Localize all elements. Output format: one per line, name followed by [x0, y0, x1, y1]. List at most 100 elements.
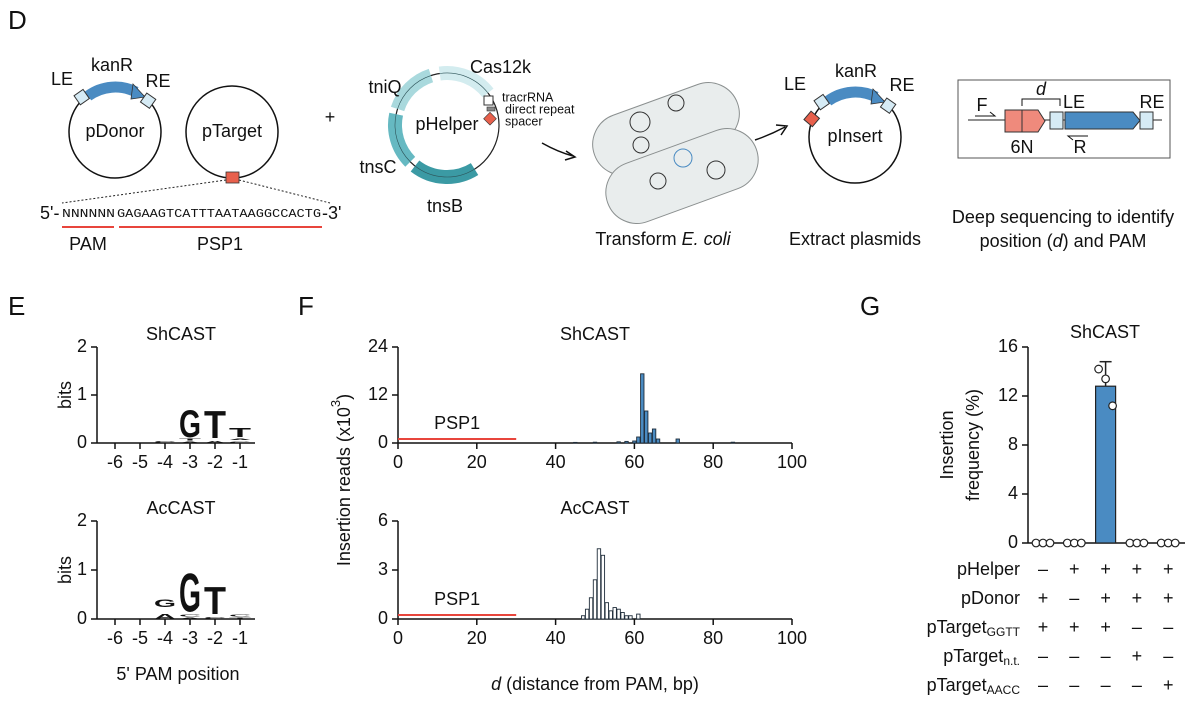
bar [644, 410, 649, 444]
caption-part: ) and PAM [1063, 231, 1147, 251]
x-tick-label: 0 [393, 452, 403, 472]
condition-sign: – [1069, 646, 1079, 666]
x-tick-label: 40 [546, 628, 566, 648]
condition-sign: – [1163, 646, 1173, 666]
label: RE [145, 71, 170, 91]
logo-letter: C [154, 441, 176, 444]
arrow-head [564, 150, 577, 161]
x-axis-label: d (distance from PAM, bp) [491, 674, 699, 694]
y-axis-label: bits [55, 381, 75, 409]
label-part: pTarget [927, 617, 987, 637]
arrow-head [775, 124, 789, 136]
x-tick-label: -5 [132, 628, 148, 648]
x-tick-label: 20 [467, 628, 487, 648]
re-box [139, 92, 157, 110]
bar [573, 441, 578, 444]
panel-label: F [298, 291, 314, 321]
bar [640, 373, 645, 444]
condition-sign: + [1132, 559, 1143, 579]
label: 6N [1010, 137, 1033, 157]
sequence: GAGAAGTCATTTAATAAGGCCACTG [117, 207, 321, 221]
n6-block [1004, 109, 1046, 133]
x-tick-label: -1 [232, 628, 248, 648]
panel-label: D [8, 5, 27, 35]
caption-part: E. coli [682, 229, 732, 249]
label: d [1036, 79, 1047, 99]
tracrrna-box [483, 95, 494, 106]
data-point [1094, 364, 1103, 374]
y-axis-label: Insertion [937, 410, 957, 479]
logo-letter: C [229, 614, 251, 618]
y-tick-label: 12 [368, 384, 388, 404]
x-tick-label: 60 [624, 628, 644, 648]
label: tnsB [427, 196, 463, 216]
condition-sign: + [1100, 559, 1111, 579]
y-tick-label: 0 [77, 608, 87, 628]
plasmid-dot [667, 94, 685, 112]
chart-title: ShCAST [560, 324, 630, 344]
plasmid-dot [673, 148, 693, 168]
x-tick-label: 80 [703, 628, 723, 648]
condition-sign: + [1038, 588, 1049, 608]
bar [624, 440, 629, 444]
label-part: Insertion reads (x10 [334, 407, 354, 566]
label: tracrRNA [502, 90, 554, 104]
logo-letter-group: C [229, 441, 251, 443]
condition-sign: + [1132, 588, 1143, 608]
gene-arc-edge [397, 75, 432, 110]
y-tick-label: 0 [378, 608, 388, 628]
le-box [1049, 111, 1064, 130]
logo-letter-group: C [229, 614, 251, 618]
y-tick-label: 24 [368, 336, 388, 356]
y-tick-label: 0 [378, 432, 388, 452]
label: tnsC [359, 157, 396, 177]
x-tick-label: 80 [703, 452, 723, 472]
chart-title: ShCAST [146, 324, 216, 344]
gene-arc-edge [414, 165, 475, 178]
kanr-arc [84, 81, 139, 101]
logo-letter-group: G [154, 598, 176, 609]
logo-letter: A [204, 440, 226, 443]
dotted-line [61, 179, 227, 204]
plus: + [325, 107, 336, 127]
cell [605, 128, 759, 224]
seq-end: -3' [322, 203, 341, 223]
logo-letter: T [204, 405, 227, 447]
gene-arc [388, 112, 416, 167]
caption: Extract plasmids [789, 229, 921, 249]
logo-letter: T [204, 579, 226, 623]
logo-letter: C [229, 441, 251, 443]
plasmid-name: pTarget [202, 121, 262, 141]
label-part: AACC [987, 683, 1021, 697]
x-tick-label: -3 [182, 452, 198, 472]
label: PAM [69, 234, 107, 254]
x-tick-label: 100 [777, 628, 807, 648]
caption: position (d) and PAM [980, 231, 1147, 251]
y-axis-label: Insertion reads (x103) [328, 394, 353, 566]
logo-letter-group: C [154, 441, 176, 444]
arrow [541, 142, 574, 157]
label: kanR [835, 61, 877, 81]
label-part: ) [334, 394, 354, 400]
target-box [803, 110, 821, 128]
label: R [1074, 137, 1087, 157]
chart-title: ShCAST [1070, 322, 1140, 342]
label-part: pHelper [957, 559, 1020, 579]
logo-letter-group: A [154, 612, 176, 620]
bar [604, 602, 609, 620]
bar [600, 554, 606, 620]
condition-sign: + [1163, 588, 1174, 608]
data-point [1139, 538, 1149, 548]
logo-letter-group: T [229, 426, 252, 440]
condition-sign: – [1038, 675, 1048, 695]
bar [616, 608, 621, 620]
logo-letter: C [179, 614, 201, 618]
y-tick-label: 0 [77, 432, 87, 452]
primer-arrow [1066, 135, 1088, 141]
label: spacer [505, 114, 543, 128]
le-box [73, 88, 91, 106]
bar [620, 612, 625, 620]
y-tick-label: 1 [77, 559, 87, 579]
